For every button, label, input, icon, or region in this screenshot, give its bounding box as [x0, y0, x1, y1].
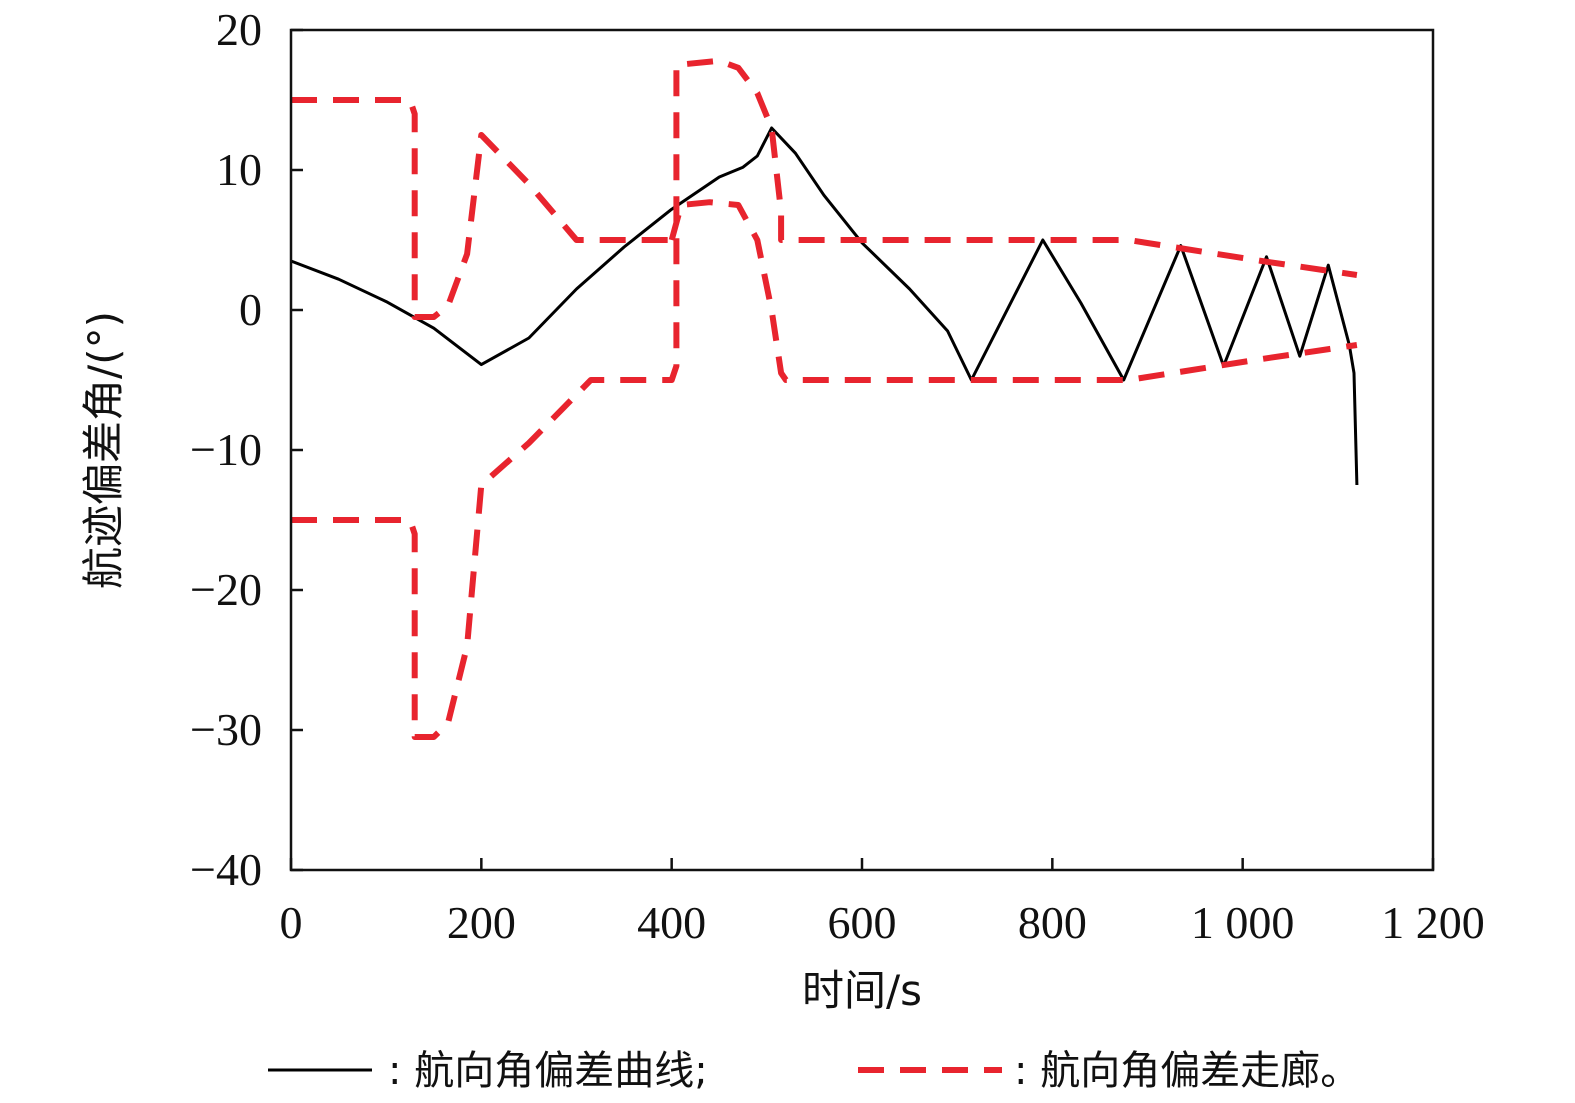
- y-tick-label: −10: [190, 424, 262, 475]
- y-tick-label: −30: [190, 704, 262, 755]
- x-tick-label: 600: [828, 897, 897, 948]
- x-tick-label: 200: [447, 897, 516, 948]
- legend-corridor-label: : 航向角偏差走廊。: [1014, 1048, 1360, 1094]
- legend-curve-label: : 航向角偏差曲线;: [388, 1048, 708, 1094]
- curve-line: [290, 126, 1359, 486]
- y-tick-label: 10: [216, 144, 262, 195]
- x-tick-label: 400: [637, 897, 706, 948]
- y-tick-label: 0: [239, 284, 262, 335]
- corridor-line-3: [668, 199, 1358, 383]
- corridor-line-1: [291, 97, 672, 320]
- x-tick-label: 1 000: [1191, 897, 1295, 948]
- x-tick-label: 1 200: [1381, 897, 1485, 948]
- y-tick-label: −40: [190, 844, 262, 895]
- y-tick-label: −20: [190, 564, 262, 615]
- x-tick-label: 800: [1018, 897, 1087, 948]
- x-axis-title: 时间/s: [802, 966, 922, 1015]
- tick-labels: 0 200 400 600 800 1 000 1 200 20 10 0 −10 −20 −30 −40: [190, 4, 1485, 948]
- plot-frame: [289, 28, 1435, 872]
- y-axis-title: 航迹偏差角/(°): [79, 311, 128, 589]
- x-tick-label: 0: [280, 897, 303, 948]
- corridor-line-2: [291, 57, 1358, 740]
- axis-ticks: [289, 28, 1435, 872]
- chart-marks: [290, 57, 1359, 740]
- y-tick-label: 20: [216, 4, 262, 55]
- legend: : 航向角偏差曲线; : 航向角偏差走廊。: [268, 1048, 1360, 1094]
